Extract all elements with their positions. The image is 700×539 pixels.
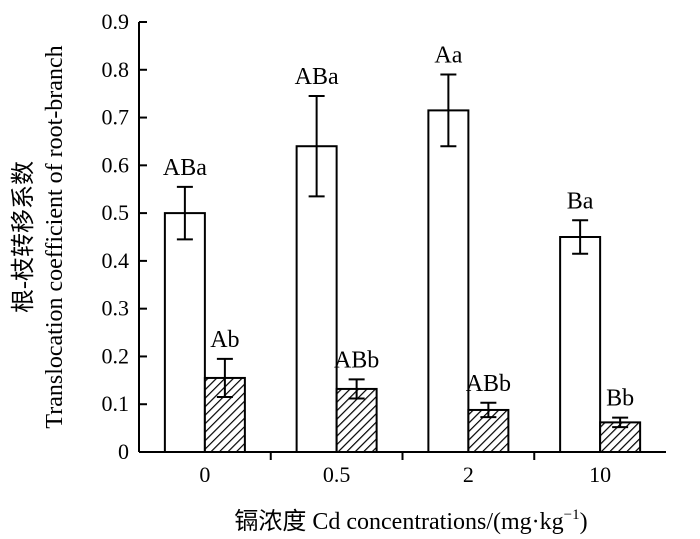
y-axis-label-english-group: Translocation coefficient of root-branch: [42, 45, 68, 428]
x-axis-ticks: 0 0.5 2 10: [199, 452, 611, 487]
y-tick-label: 0.3: [102, 296, 130, 321]
bar-series-1: [427, 109, 470, 453]
y-tick-label: 0.6: [102, 152, 130, 177]
significance-label: ABa: [295, 64, 339, 90]
bar-group: ABa Ab ABa ABb Aa ABb Ba Bb: [163, 43, 642, 454]
significance-label: Ba: [567, 188, 594, 214]
significance-label: Ab: [210, 327, 239, 353]
x-axis-label: 镉浓度 Cd concentrations/(mg·kg−1): [234, 507, 587, 535]
y-tick-label: 0.8: [102, 57, 130, 82]
bar-series-1: [163, 212, 206, 453]
y-tick-label: 0.5: [102, 200, 130, 225]
x-axis-label-main: 镉浓度 Cd concentrations/(mg·kg: [234, 508, 563, 535]
x-axis-label-close: ): [580, 509, 588, 535]
y-tick-label: 0.2: [102, 343, 130, 368]
significance-label: ABa: [163, 155, 207, 181]
significance-label: ABb: [334, 347, 379, 373]
y-axis-label-english: Translocation coefficient of root-branch: [42, 45, 68, 428]
x-tick-label: 0.5: [323, 462, 351, 487]
y-tick-label: 0: [118, 439, 129, 464]
x-tick-label: 0: [199, 462, 210, 487]
y-tick-label: 0.1: [102, 391, 130, 416]
y-axis-label: 根-枝转移系数: [10, 161, 37, 313]
x-axis-label-superscript: −1: [564, 507, 580, 523]
significance-label: Bb: [606, 386, 634, 412]
x-tick-label: 10: [589, 462, 611, 487]
y-tick-label: 0.4: [102, 248, 130, 273]
bar-series-1: [559, 236, 602, 453]
significance-label: ABb: [466, 371, 511, 397]
y-tick-label: 0.7: [102, 105, 130, 130]
y-axis-label-chinese: 根-枝转移系数: [10, 161, 37, 313]
y-tick-label: 0.9: [102, 9, 130, 34]
significance-label: Aa: [434, 43, 462, 69]
x-tick-label: 2: [463, 462, 474, 487]
y-axis-ticks: 0 0.1 0.2 0.3 0.4 0.5 0.6 0.7 0.8 0.9: [102, 9, 147, 464]
